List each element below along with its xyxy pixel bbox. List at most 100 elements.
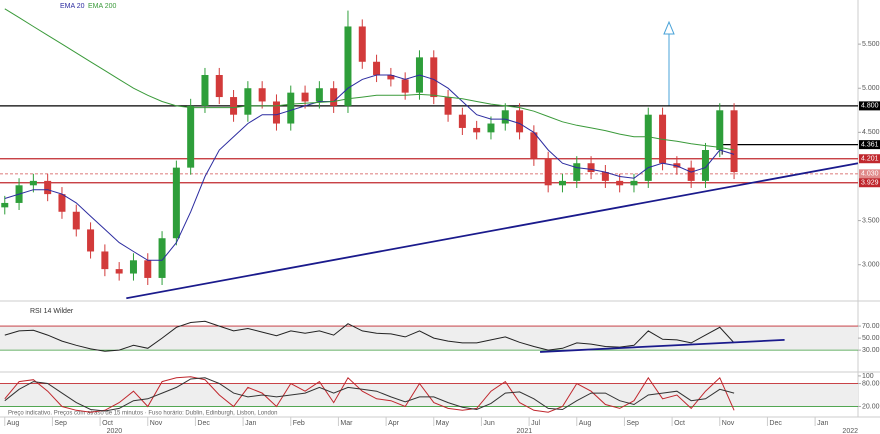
x-tick-label: Sep bbox=[626, 420, 639, 427]
year-label: 2020 bbox=[107, 428, 123, 434]
candle-body bbox=[344, 26, 352, 106]
candle-body bbox=[201, 75, 209, 106]
y-tick-label: 30.00 bbox=[862, 347, 880, 354]
candle-body bbox=[516, 110, 524, 133]
candle-body bbox=[501, 110, 509, 124]
legend-entry: EMA 200 bbox=[88, 3, 117, 10]
x-tick-label: Oct bbox=[674, 420, 685, 427]
level-label-box bbox=[859, 101, 880, 111]
candle-body bbox=[458, 114, 466, 128]
candle-body bbox=[1, 202, 9, 208]
panel-label: RSI 14 Wilder bbox=[30, 308, 74, 315]
level-label-box bbox=[859, 140, 880, 150]
candle-body bbox=[315, 88, 323, 102]
x-tick-label: Mar bbox=[340, 420, 353, 427]
y-tick-label: 3.000 bbox=[862, 262, 880, 269]
y-tick-label: 20.00 bbox=[862, 403, 880, 410]
candle-body bbox=[601, 172, 609, 181]
candle-body bbox=[444, 97, 452, 115]
x-tick-label: May bbox=[436, 420, 450, 427]
x-tick-label: Jan bbox=[245, 420, 256, 427]
x-tick-label: Oct bbox=[102, 420, 113, 427]
candle-body bbox=[630, 180, 638, 186]
candle-body bbox=[144, 260, 152, 278]
x-tick-label: Sep bbox=[54, 420, 67, 427]
candle-body bbox=[701, 150, 709, 181]
x-tick-label: Dec bbox=[197, 420, 210, 427]
x-tick-label: Nov bbox=[150, 420, 163, 427]
candle-body bbox=[115, 269, 123, 274]
candle-body bbox=[473, 127, 481, 133]
level-label: 4.201 bbox=[861, 156, 879, 163]
level-label: 3.929 bbox=[861, 180, 879, 187]
level-label: 4.361 bbox=[861, 141, 879, 148]
candle-body bbox=[401, 79, 409, 93]
y-tick-label: 50.00 bbox=[862, 335, 880, 342]
series-line bbox=[4, 8, 735, 151]
x-tick-label: Apr bbox=[388, 420, 400, 427]
candle-body bbox=[387, 75, 395, 80]
candle-body bbox=[44, 180, 52, 195]
candle-body bbox=[187, 105, 195, 168]
x-tick-label: Jun bbox=[483, 420, 494, 427]
candle-body bbox=[573, 163, 581, 181]
candle-body bbox=[358, 26, 366, 62]
annotation-arrow-head bbox=[663, 20, 675, 35]
note: Preço indicativo. Preços com atraso de 1… bbox=[8, 411, 277, 417]
y-tick-label: 3.500 bbox=[862, 217, 880, 224]
level-label: 4.800 bbox=[861, 103, 879, 110]
y-tick-label: 4.500 bbox=[862, 129, 880, 136]
y-tick-label: 100 bbox=[862, 373, 874, 380]
y-tick-label: 70.00 bbox=[862, 323, 880, 330]
x-tick-label: Aug bbox=[579, 420, 592, 427]
candle-body bbox=[244, 88, 252, 115]
series-line bbox=[4, 320, 735, 352]
candle-body bbox=[29, 180, 37, 186]
x-tick-label: Jul bbox=[531, 420, 540, 427]
x-tick-label: Aug bbox=[7, 420, 20, 427]
series-line bbox=[4, 377, 735, 412]
candle-body bbox=[558, 180, 566, 186]
candle-body bbox=[644, 114, 652, 181]
x-tick-label: Feb bbox=[293, 420, 305, 427]
y-tick-label: 5.000 bbox=[862, 85, 880, 92]
y-tick-label: 80.00 bbox=[862, 380, 880, 387]
trendline bbox=[540, 339, 785, 353]
level-label-box bbox=[859, 178, 880, 188]
candle-body bbox=[716, 110, 724, 150]
candle-body bbox=[158, 238, 166, 278]
candle-body bbox=[129, 260, 137, 274]
candle-body bbox=[616, 180, 624, 186]
candle-body bbox=[373, 61, 381, 75]
candle-body bbox=[544, 158, 552, 186]
candle-body bbox=[430, 57, 438, 98]
legend-entry: EMA 20 bbox=[60, 3, 85, 10]
level-label-box bbox=[859, 154, 880, 164]
level-label: 4.030 bbox=[861, 171, 879, 178]
candle-body bbox=[272, 101, 280, 124]
candle-body bbox=[587, 163, 595, 173]
candle-body bbox=[215, 75, 223, 98]
candle-body bbox=[687, 167, 695, 181]
candle-body bbox=[258, 88, 266, 102]
series-line bbox=[4, 74, 735, 261]
candle-body bbox=[330, 88, 338, 106]
candle-body bbox=[72, 211, 80, 230]
y-tick-label: 5.500 bbox=[862, 41, 880, 48]
candle-body bbox=[101, 251, 109, 270]
candle-body bbox=[172, 167, 180, 239]
candle-body bbox=[87, 229, 95, 252]
trendline bbox=[126, 162, 859, 300]
candle-body bbox=[530, 132, 538, 159]
year-label: 2022 bbox=[842, 428, 858, 434]
x-tick-label: Dec bbox=[769, 420, 782, 427]
candle-body bbox=[230, 97, 238, 115]
candle-body bbox=[487, 123, 495, 133]
year-label: 2021 bbox=[517, 428, 533, 434]
level-label-box bbox=[859, 169, 880, 179]
series-line bbox=[4, 376, 735, 413]
x-tick-label: Jan bbox=[817, 420, 828, 427]
x-tick-label: Nov bbox=[722, 420, 735, 427]
candle-body bbox=[301, 92, 309, 102]
